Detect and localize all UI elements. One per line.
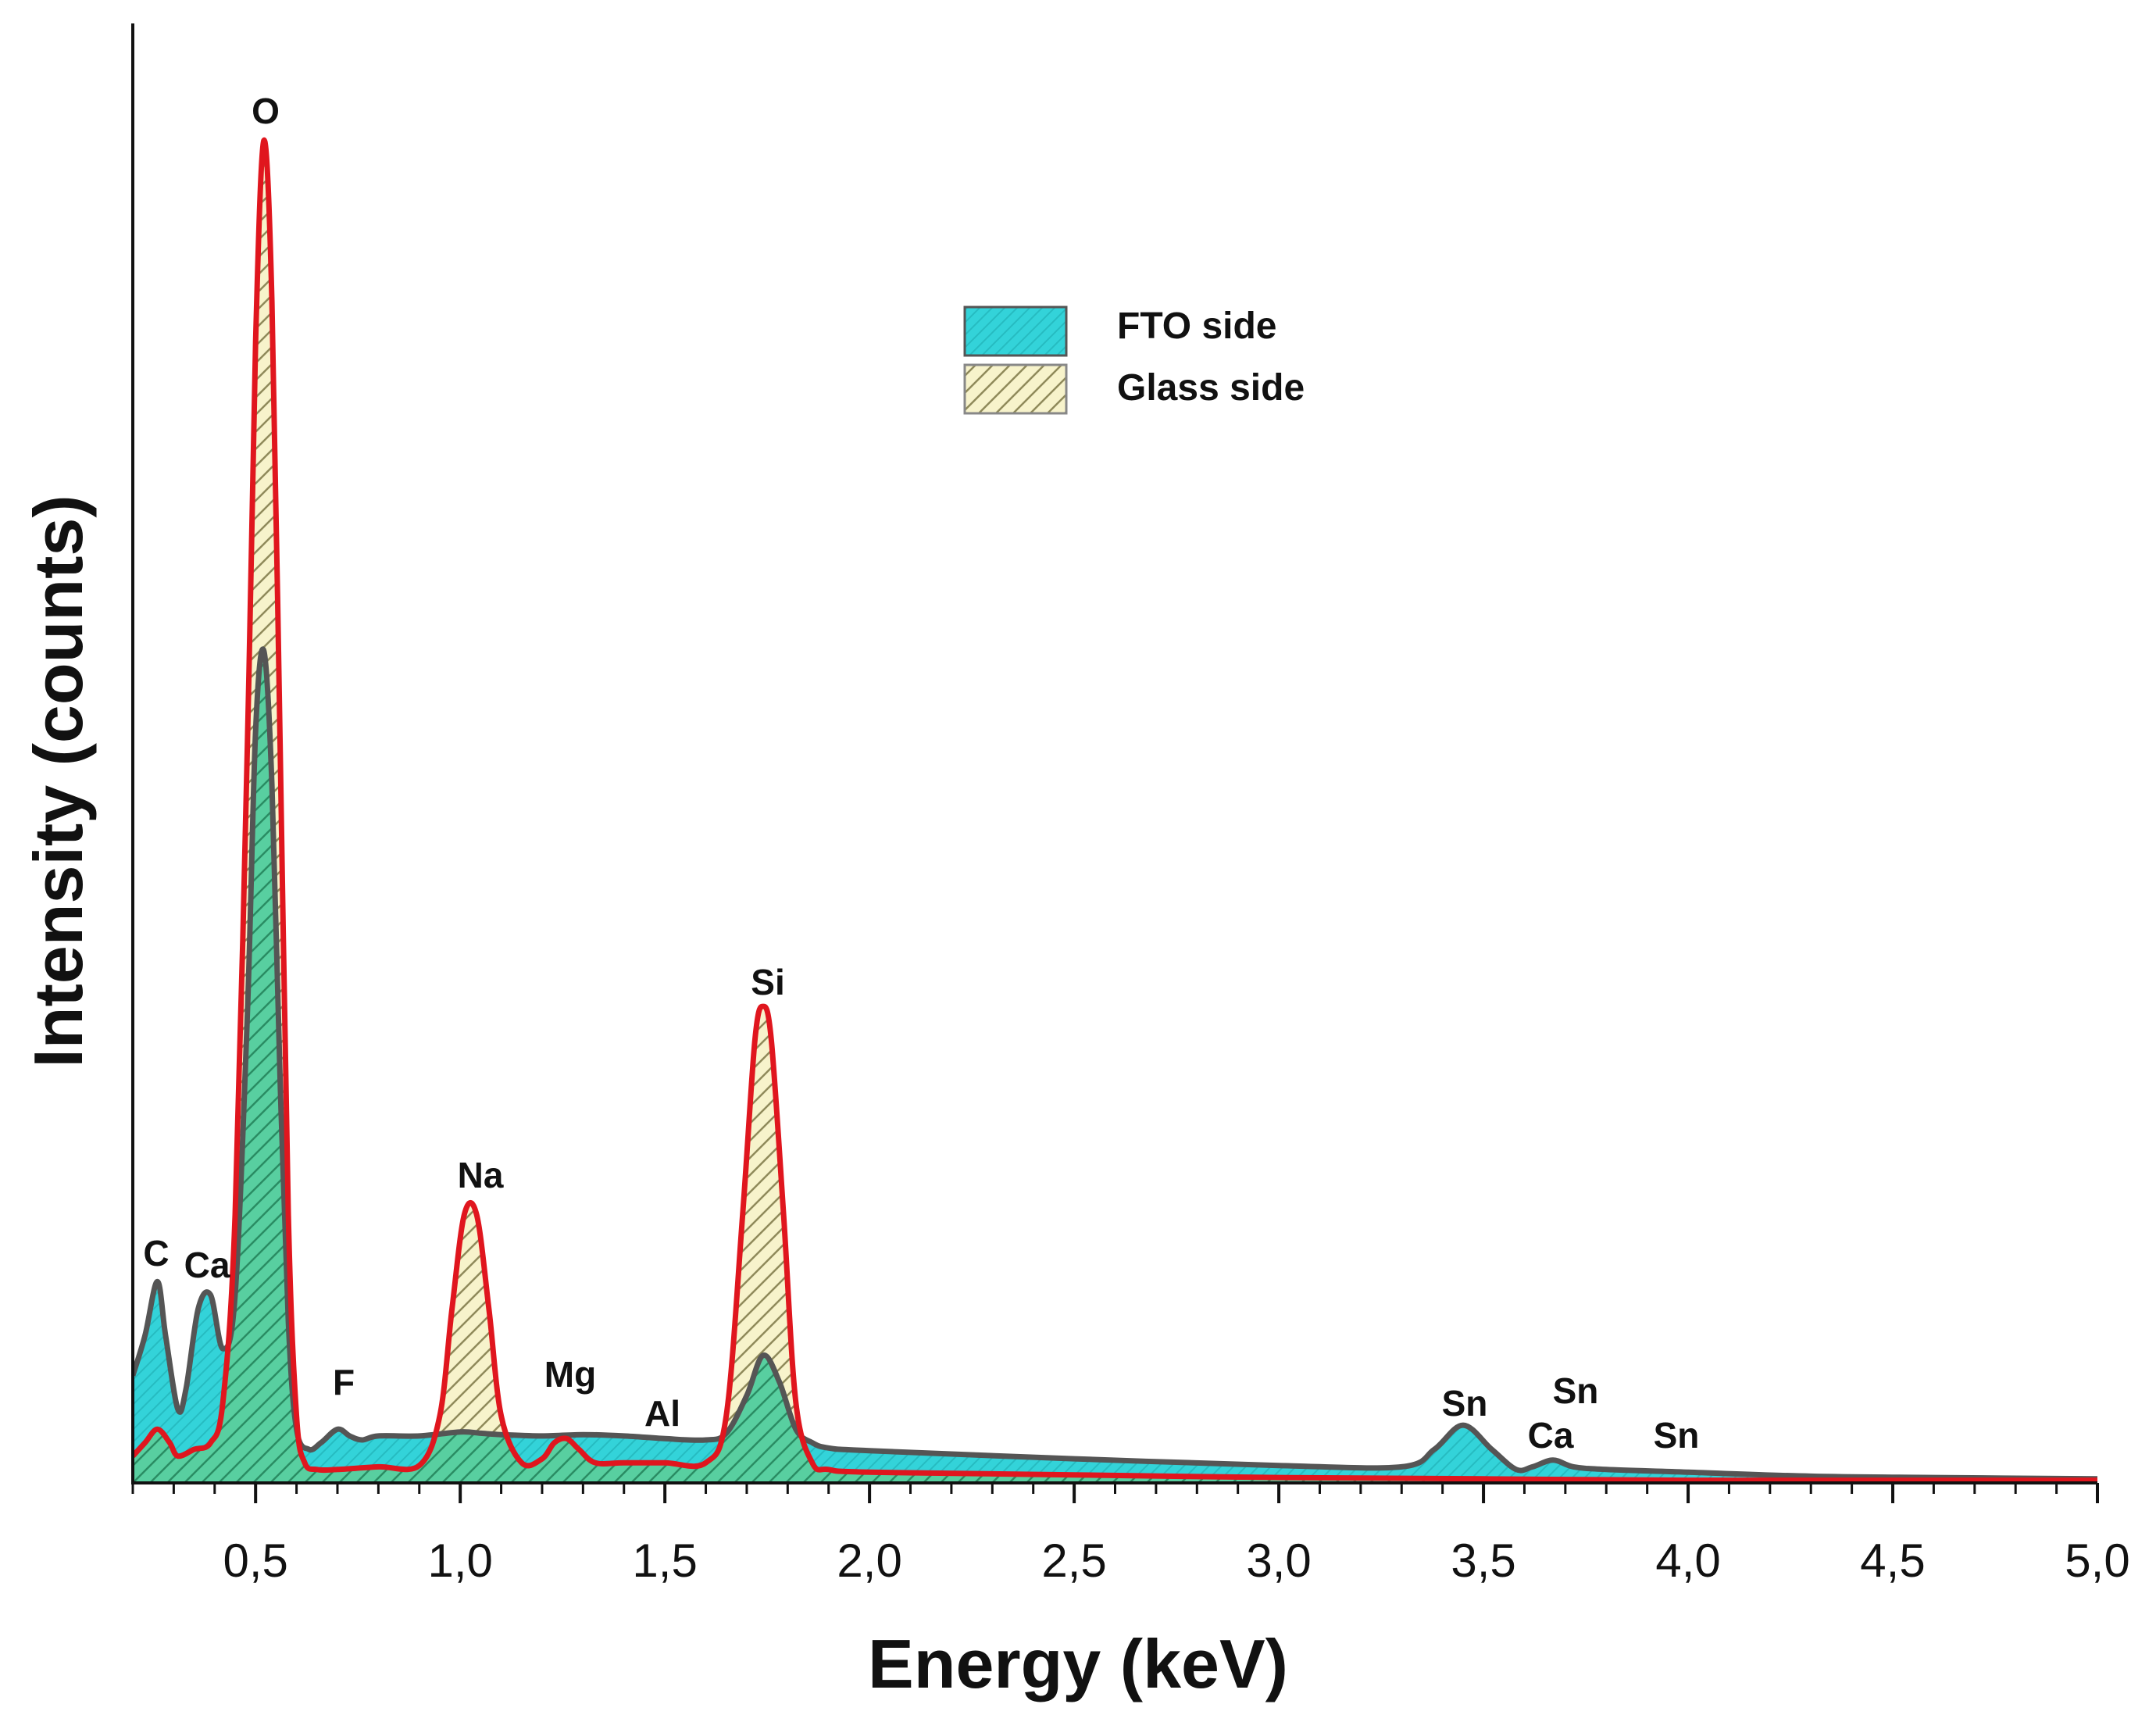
peak-label: Sn bbox=[1654, 1415, 1700, 1456]
peak-label: F bbox=[333, 1362, 355, 1402]
glass-side-line bbox=[133, 138, 2097, 1484]
x-tick-label: 1,0 bbox=[427, 1534, 492, 1587]
peak-label: C bbox=[143, 1233, 169, 1274]
peak-label: Si bbox=[751, 962, 784, 1002]
x-tick-label: 3,0 bbox=[1246, 1534, 1311, 1587]
x-axis-title: Energy (keV) bbox=[868, 1625, 1288, 1702]
x-tick-label: 5,0 bbox=[2065, 1534, 2129, 1587]
y-axis-title: Intensity (counts) bbox=[20, 495, 97, 1067]
peak-label: Sn bbox=[1442, 1383, 1488, 1424]
peak-label: Mg bbox=[544, 1354, 596, 1395]
x-tick-label: 4,0 bbox=[1655, 1534, 1720, 1587]
x-tick-label: 3,5 bbox=[1451, 1534, 1515, 1587]
glass-side-area bbox=[133, 140, 2097, 1483]
peak-label: O bbox=[252, 91, 280, 131]
fto-side-line bbox=[133, 646, 2097, 1482]
x-axis-tick-labels: 0,5 1,0 1,5 2,0 2,5 3,0 3,5 4,0 4,5 5,0 bbox=[223, 1534, 2129, 1587]
x-tick-label: 2,5 bbox=[1041, 1534, 1106, 1587]
peak-label: Sn bbox=[1553, 1370, 1599, 1411]
legend-swatch-fto bbox=[963, 305, 1068, 357]
legend-label-fto: FTO side bbox=[1117, 305, 1277, 347]
peak-label: Ca bbox=[184, 1245, 230, 1285]
legend-swatch-glass bbox=[963, 363, 1068, 415]
overlap-area bbox=[133, 648, 2097, 1483]
x-axis-ticks bbox=[131, 1483, 2099, 1503]
peak-label: Al bbox=[644, 1393, 680, 1434]
spectrum-fills bbox=[133, 140, 2097, 1483]
legend-label-glass: Glass side bbox=[1117, 367, 1305, 409]
x-tick-label: 1,5 bbox=[632, 1534, 697, 1587]
axes bbox=[131, 23, 2097, 1484]
peak-label: Ca bbox=[1528, 1415, 1574, 1456]
spectrum-lines bbox=[133, 138, 2097, 1484]
peak-label: Na bbox=[458, 1155, 504, 1195]
fto-side-area bbox=[133, 648, 2097, 1483]
x-tick-label: 2,0 bbox=[837, 1534, 901, 1587]
legend: FTO side Glass side bbox=[963, 305, 1305, 415]
x-tick-label: 0,5 bbox=[223, 1534, 287, 1587]
x-tick-label: 4,5 bbox=[1860, 1534, 1925, 1587]
